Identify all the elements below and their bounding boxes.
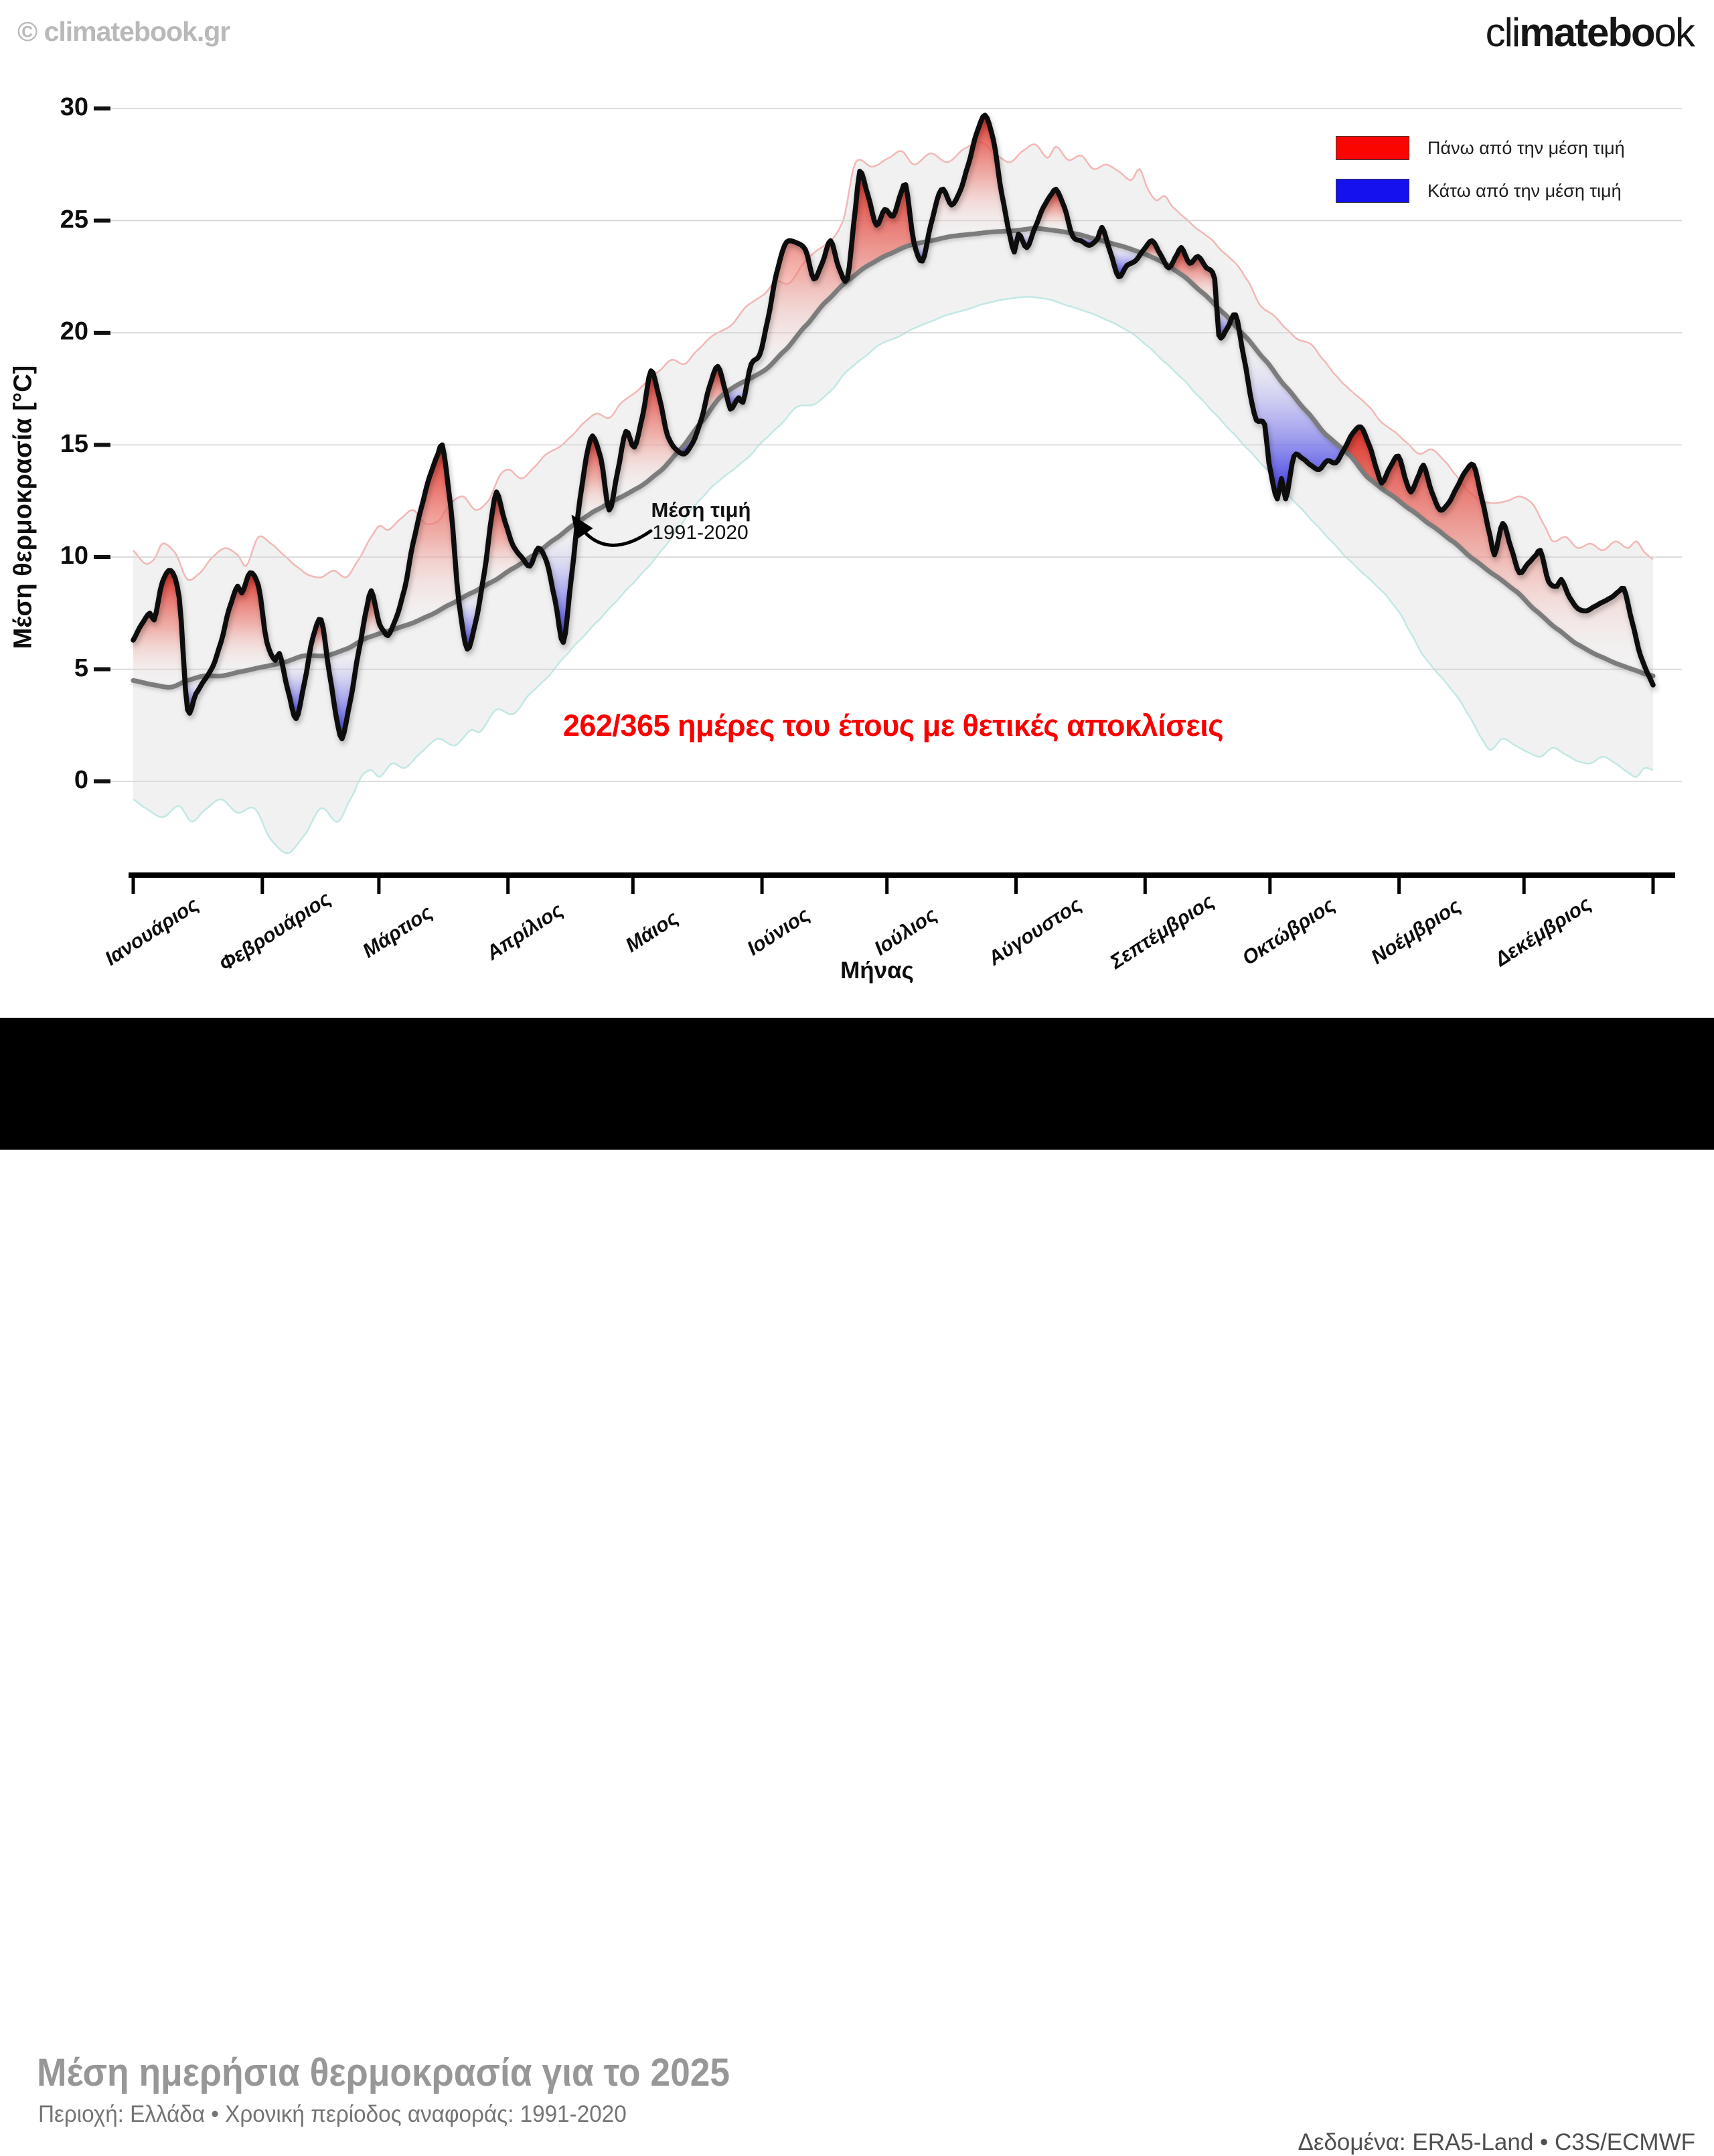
footer-bar: Μέση ημερήσια θερμοκρασία για το 2025 Πε… [0, 1018, 1714, 2155]
temperature-line-2025 [131, 112, 1656, 742]
y-axis-tick [94, 218, 110, 223]
below-mean-area [327, 641, 361, 739]
x-axis-tick [1651, 872, 1655, 894]
y-axis-tick [94, 779, 110, 783]
x-axis-tick [260, 872, 264, 894]
band-upper-edge [133, 141, 1654, 581]
x-axis-tick [885, 872, 889, 894]
mean-line-annotation-period: 1991-2020 [652, 522, 749, 544]
above-mean-area [360, 591, 385, 641]
below-mean-area [282, 656, 309, 719]
x-axis-title: Μήνας [840, 957, 914, 984]
y-axis-tick [94, 106, 110, 110]
y-tick-label: 0 [74, 766, 88, 794]
x-axis-tick [131, 872, 135, 894]
y-tick-label: 30 [60, 93, 88, 121]
mean-line-annotation-title: Μέση τιμή [651, 498, 751, 522]
above-mean-area [133, 570, 185, 688]
above-mean-area [927, 115, 1009, 242]
chart-title: Μέση ημερήσια θερμοκρασία για το 2025 [37, 2051, 730, 2094]
logo-bold: matebo [1519, 10, 1655, 55]
x-axis-tick [760, 872, 764, 894]
legend-swatch-above-mean [1336, 136, 1409, 160]
below-mean-area [1239, 330, 1344, 499]
x-axis-tick [1014, 872, 1018, 894]
positive-anomaly-stat: 262/365 ημέρες του έτους με θετικές αποκ… [562, 708, 1224, 743]
watermark: © climatebook.gr [17, 16, 230, 47]
x-axis-tick [1268, 872, 1272, 894]
y-axis-tick [94, 555, 110, 559]
x-axis-line [129, 872, 1675, 878]
legend-swatch-below-mean [1336, 179, 1409, 203]
above-mean-area [207, 572, 283, 676]
y-tick-label: 15 [60, 430, 88, 458]
temperature-chart [94, 106, 1682, 894]
x-axis-tick [631, 872, 635, 894]
above-mean-area [747, 171, 915, 380]
y-tick-label: 5 [74, 654, 88, 682]
climatology-band [133, 142, 1653, 854]
x-axis-tick [1143, 872, 1147, 894]
legend-label-above-mean: Πάνω από την μέση τιμή [1427, 138, 1625, 158]
logo-prefix: cli [1485, 10, 1521, 55]
y-axis-tick [94, 331, 110, 335]
y-tick-label: 10 [60, 542, 88, 570]
above-mean-area [1034, 189, 1072, 234]
x-axis-tick [1522, 872, 1526, 894]
y-tick-label: 25 [60, 206, 88, 234]
x-axis-tick [506, 872, 510, 894]
x-axis-tick [1397, 872, 1401, 894]
data-source: Δεδομένα: ERA5-Land • C3S/ECMWF [1298, 2129, 1695, 2155]
legend-label-below-mean: Κάτω από την μέση τιμή [1427, 181, 1622, 201]
band-lower-edge [133, 296, 1654, 854]
y-tick-label: 20 [60, 317, 88, 345]
chart-subtitle: Περιοχή: Ελλάδα • Χρονική περίοδος αναφο… [38, 2101, 627, 2127]
annotation-arrow [571, 514, 653, 547]
below-mean-area [541, 522, 578, 643]
y-axis-tick [94, 443, 110, 447]
climatebook-logo: climatebook [1485, 9, 1695, 56]
x-axis-tick [377, 872, 381, 894]
y-axis-tick [94, 667, 110, 672]
logo-suffix: ok [1654, 10, 1695, 55]
